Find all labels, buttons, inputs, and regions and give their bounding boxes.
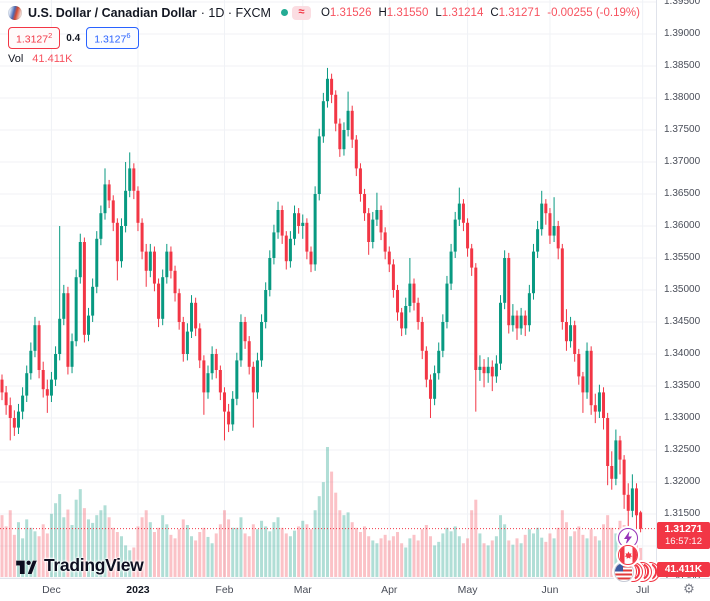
tradingview-logo[interactable]: TradingView xyxy=(16,555,144,576)
price-axis[interactable]: 1.305001.310001.315001.320001.325001.330… xyxy=(656,0,710,583)
event-flag-cluster[interactable] xyxy=(614,562,660,582)
price-tick-label: 1.33000 xyxy=(664,412,701,423)
open-value: 1.31526 xyxy=(329,6,372,19)
price-tick-label: 1.38500 xyxy=(664,60,701,71)
tradingview-logo-icon xyxy=(16,560,37,574)
time-tick-label: May xyxy=(457,584,478,596)
chart-legend: U.S. Dollar / Canadian Dollar · 1D · FXC… xyxy=(8,4,640,65)
volume-badge: 41.411K xyxy=(657,562,710,577)
time-tick-label: Jul xyxy=(635,584,650,596)
volume-label[interactable]: Vol xyxy=(8,52,24,65)
high-label: H xyxy=(378,6,387,19)
time-tick-label: Feb xyxy=(215,584,234,596)
volume-value: 41.411K xyxy=(32,52,73,65)
canada-flag-icon[interactable] xyxy=(618,545,638,565)
price-tick-label: 1.35000 xyxy=(664,284,701,295)
price-tick-label: 1.30500 xyxy=(664,572,700,583)
time-tick-label: Dec xyxy=(42,584,61,596)
price-tick-label: 1.32000 xyxy=(664,476,701,487)
low-label: L xyxy=(435,6,442,19)
price-tick-label: 1.31500 xyxy=(664,508,701,519)
spread-value: 0.4 xyxy=(66,32,81,44)
price-tick-label: 1.33500 xyxy=(664,380,701,391)
price-tick-label: 1.37000 xyxy=(664,156,701,167)
price-tick-label: 1.36500 xyxy=(664,188,701,199)
gear-icon[interactable]: ⚙ xyxy=(683,581,695,596)
time-tick-label: Apr xyxy=(381,584,398,596)
price-tick-label: 1.34500 xyxy=(664,316,701,327)
symbol-title[interactable]: U.S. Dollar / Canadian Dollar xyxy=(28,5,197,20)
last-price-badge: 1.31271 16:57:12 xyxy=(657,522,710,549)
high-value: 1.31550 xyxy=(386,6,429,19)
time-axis[interactable]: Dec 2023 Feb Mar Apr May Jun Jul xyxy=(0,578,710,601)
bar-countdown: 16:57:12 xyxy=(665,536,702,547)
price-tick-label: 1.34000 xyxy=(664,348,701,359)
price-tick-label: 1.37500 xyxy=(664,124,701,135)
price-tick-label: 1.39000 xyxy=(664,28,701,39)
market-status-dot-icon[interactable] xyxy=(280,9,288,16)
time-tick-label: Jun xyxy=(541,584,559,596)
price-tick-label: 1.36000 xyxy=(664,220,701,231)
time-tick-label: Mar xyxy=(293,584,312,596)
interval-exchange-label[interactable]: · 1D · FXCM xyxy=(200,5,271,20)
price-tick-label: 1.32500 xyxy=(664,444,701,455)
close-value: 1.31271 xyxy=(498,6,541,19)
us-flag-icon xyxy=(614,562,634,582)
buy-ask-button[interactable]: 1.31276 xyxy=(86,26,139,50)
sell-bid-button[interactable]: 1.31272 xyxy=(8,26,61,50)
change-value: -0.00255 (-0.19%) xyxy=(547,6,640,19)
ohlc-values: O1.31526 H1.31550 L1.31214 C1.31271 -0.0… xyxy=(321,7,640,19)
close-label: C xyxy=(490,6,499,19)
price-tick-label: 1.38000 xyxy=(664,92,701,103)
last-price-value: 1.31271 xyxy=(664,523,703,535)
price-tick-label: 1.39500 xyxy=(664,0,701,7)
delayed-data-icon[interactable]: ≈ xyxy=(291,5,311,20)
price-tick-label: 1.35500 xyxy=(664,252,701,263)
open-label: O xyxy=(320,6,330,19)
tradingview-logo-text: TradingView xyxy=(44,555,144,575)
low-value: 1.31214 xyxy=(441,6,484,19)
time-tick-label: 2023 xyxy=(126,584,150,596)
instrument-pair-icon xyxy=(8,5,22,20)
